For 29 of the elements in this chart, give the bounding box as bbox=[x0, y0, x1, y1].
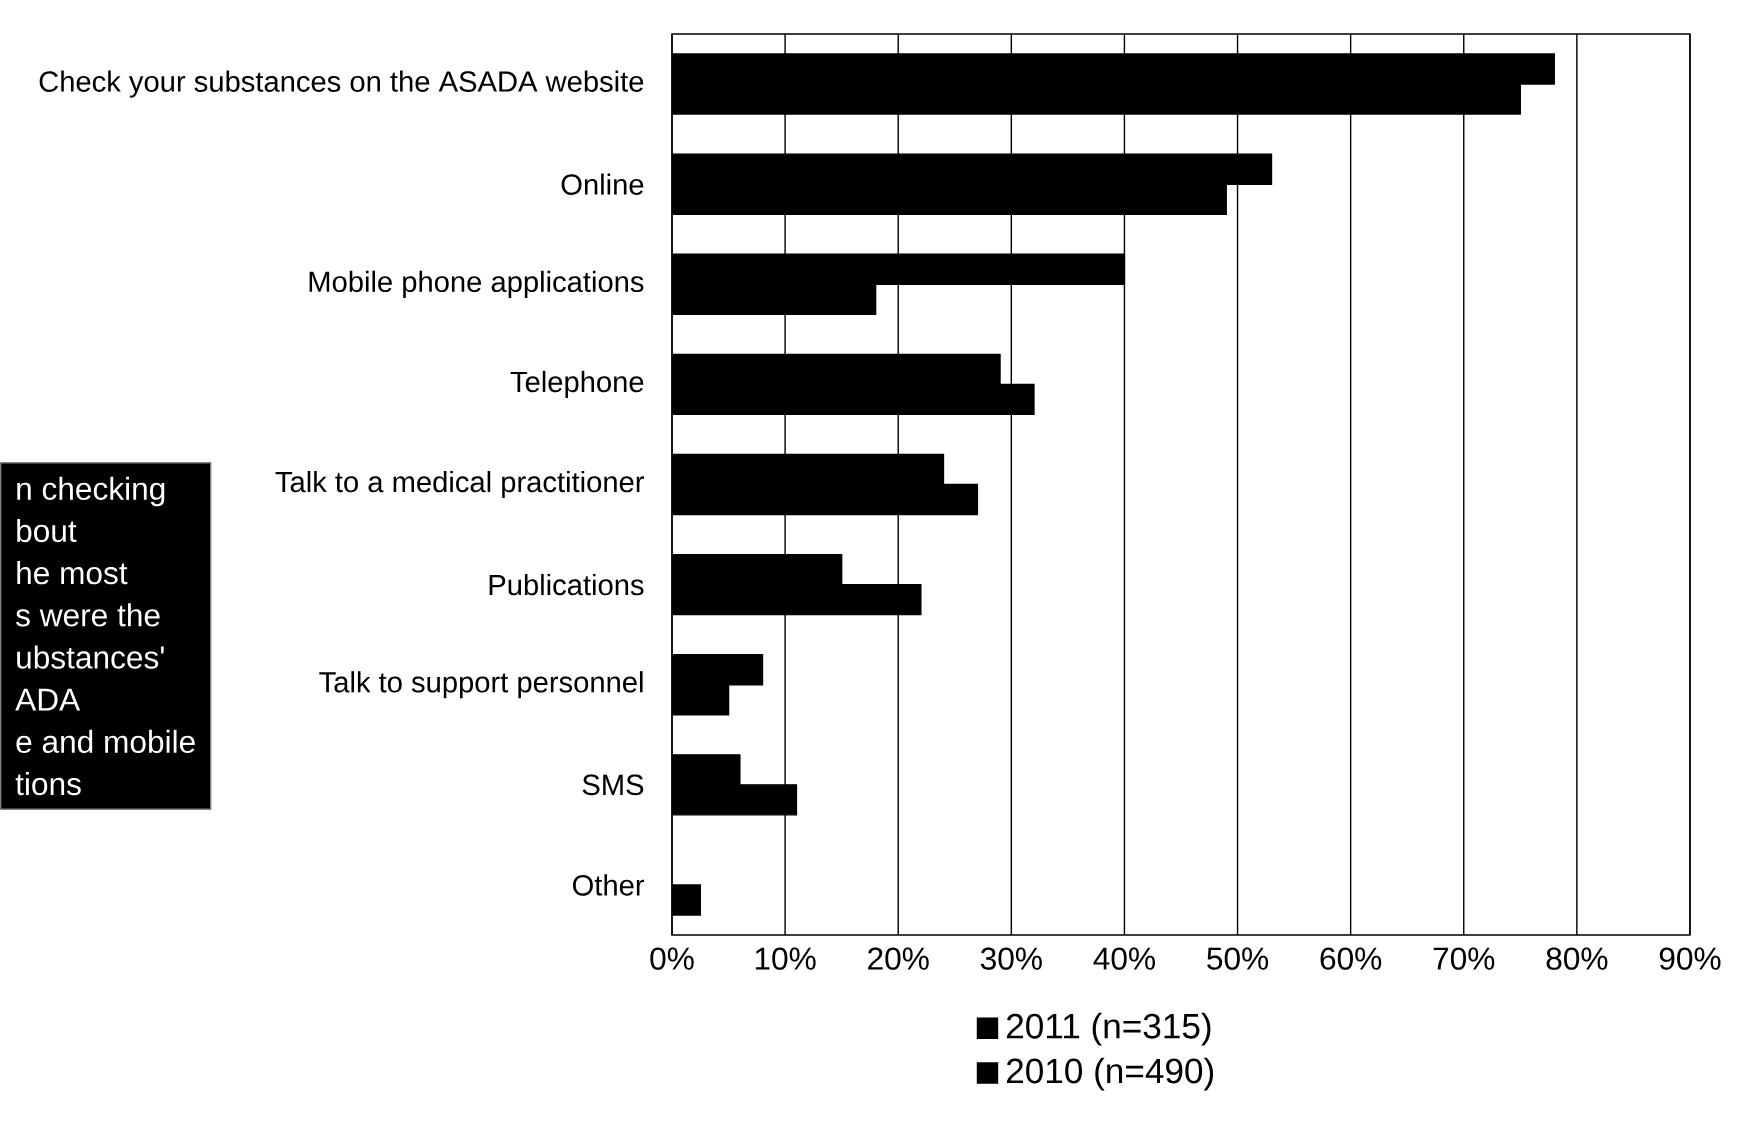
legend-label: 2011 (n=315) bbox=[1006, 1012, 1211, 1046]
text: ubstances' bbox=[17, 645, 164, 669]
text: ADA bbox=[15, 688, 81, 711]
text: e and mobile bbox=[16, 729, 195, 754]
y-tick-label: Telephone bbox=[510, 370, 644, 399]
y-tick-label: Talk to a medical practitioner bbox=[275, 470, 644, 499]
text: bout bbox=[17, 518, 77, 543]
legend-label: 2010 (n=490) bbox=[1006, 1057, 1214, 1091]
x-tick-label: 20% bbox=[868, 947, 929, 970]
y-tick-label: Online bbox=[561, 173, 644, 195]
y-tick-label: SMS bbox=[582, 774, 644, 796]
y-tick-label: Mobile phone applications bbox=[309, 270, 644, 298]
text: s were the bbox=[16, 603, 160, 627]
x-tick-label: 60% bbox=[1320, 947, 1382, 970]
y-tick-label: Check your substances on the ASADA website bbox=[39, 70, 644, 98]
x-tick-label: 50% bbox=[1207, 947, 1269, 970]
text: he most bbox=[17, 561, 128, 585]
y-tick-label: Other bbox=[573, 874, 645, 896]
y-tick-label: Publications bbox=[489, 573, 644, 596]
x-tick-label: 90% bbox=[1659, 947, 1721, 970]
x-tick-label: 80% bbox=[1546, 947, 1608, 970]
y-tick-label: Talk to support personnel bbox=[319, 671, 643, 699]
x-tick-label: 10% bbox=[755, 947, 816, 970]
x-tick-label: 40% bbox=[1093, 947, 1155, 970]
text: n checking bbox=[17, 476, 165, 507]
text: tions bbox=[15, 771, 81, 796]
x-tick-label: 0% bbox=[650, 947, 694, 970]
x-tick-label: 30% bbox=[980, 947, 1042, 970]
x-tick-label: 70% bbox=[1433, 947, 1495, 970]
